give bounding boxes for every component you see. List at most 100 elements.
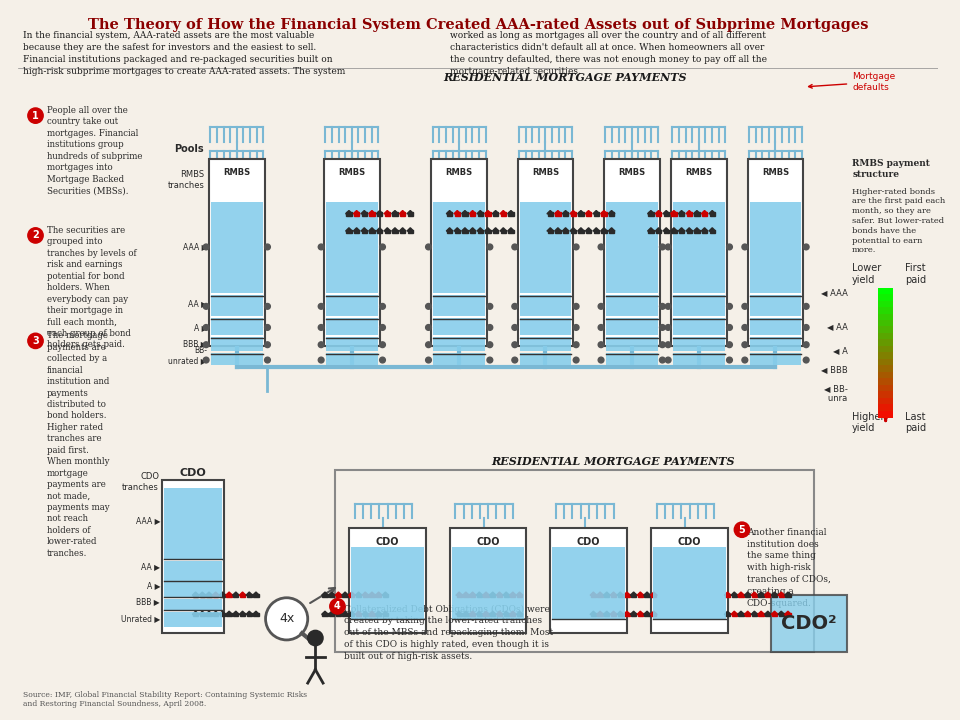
Bar: [519, 354, 571, 365]
Polygon shape: [476, 611, 483, 615]
Bar: [164, 487, 223, 559]
Bar: [745, 594, 751, 598]
Bar: [725, 594, 731, 598]
Text: Lower
yield: Lower yield: [852, 263, 881, 284]
Polygon shape: [547, 210, 554, 214]
Bar: [247, 613, 252, 616]
Polygon shape: [617, 611, 624, 615]
Circle shape: [660, 357, 665, 363]
Bar: [447, 212, 452, 216]
Circle shape: [265, 325, 271, 330]
Bar: [624, 613, 630, 616]
Bar: [400, 230, 405, 233]
Bar: [451, 547, 524, 619]
Bar: [200, 594, 204, 598]
Bar: [738, 613, 744, 616]
Polygon shape: [563, 228, 569, 231]
Polygon shape: [353, 228, 360, 231]
Text: 5: 5: [738, 525, 745, 535]
Polygon shape: [670, 228, 677, 231]
Bar: [878, 320, 894, 327]
Text: Another financial
institution does
the same thing
with high-risk
tranches of CDO: Another financial institution does the s…: [747, 528, 830, 608]
Text: CDO
tranches: CDO tranches: [122, 472, 159, 492]
Circle shape: [28, 228, 43, 243]
Text: In the financial system, AAA-rated assets are the most valuable
because they are: In the financial system, AAA-rated asset…: [23, 31, 346, 76]
Bar: [326, 295, 377, 316]
Polygon shape: [226, 592, 232, 595]
Bar: [606, 202, 658, 293]
Circle shape: [204, 342, 209, 348]
Bar: [323, 613, 327, 616]
Bar: [370, 594, 374, 598]
Polygon shape: [463, 592, 469, 595]
Bar: [552, 547, 625, 619]
Text: ◀ AAA: ◀ AAA: [821, 289, 848, 297]
Circle shape: [804, 325, 809, 330]
Bar: [631, 594, 636, 598]
Bar: [348, 528, 425, 633]
Circle shape: [665, 342, 671, 348]
Bar: [752, 594, 757, 598]
Circle shape: [308, 630, 324, 646]
Polygon shape: [757, 592, 764, 595]
Polygon shape: [392, 228, 398, 231]
Polygon shape: [503, 611, 510, 615]
Bar: [324, 158, 379, 346]
Bar: [671, 212, 677, 216]
Bar: [653, 547, 726, 619]
Bar: [772, 594, 778, 598]
Polygon shape: [644, 611, 651, 615]
Bar: [227, 594, 231, 598]
Bar: [878, 384, 894, 392]
Bar: [477, 594, 482, 598]
Polygon shape: [469, 228, 476, 231]
Polygon shape: [701, 210, 708, 214]
Polygon shape: [492, 210, 499, 214]
Polygon shape: [586, 228, 592, 231]
Bar: [750, 354, 802, 365]
Bar: [370, 212, 374, 216]
Polygon shape: [399, 228, 406, 231]
Polygon shape: [737, 592, 744, 595]
Circle shape: [665, 244, 671, 250]
Polygon shape: [500, 228, 507, 231]
Text: worked as long as mortgages all over the country and of all different
characteri: worked as long as mortgages all over the…: [449, 31, 767, 76]
Bar: [362, 212, 367, 216]
Bar: [570, 230, 576, 233]
Bar: [486, 212, 491, 216]
Circle shape: [319, 342, 324, 348]
Text: CDO: CDO: [180, 468, 206, 478]
Polygon shape: [637, 592, 644, 595]
Bar: [750, 202, 802, 293]
Circle shape: [742, 342, 748, 348]
Text: BB-
unrated ▶: BB- unrated ▶: [168, 346, 207, 365]
Bar: [878, 391, 894, 398]
Circle shape: [319, 357, 324, 363]
Polygon shape: [510, 611, 516, 615]
Polygon shape: [346, 228, 352, 231]
Bar: [349, 613, 354, 616]
Polygon shape: [205, 611, 212, 615]
Bar: [606, 318, 658, 335]
Polygon shape: [477, 210, 484, 214]
Polygon shape: [590, 592, 597, 595]
Circle shape: [742, 244, 748, 250]
Polygon shape: [375, 611, 382, 615]
Circle shape: [660, 325, 665, 330]
Bar: [376, 613, 381, 616]
Polygon shape: [490, 592, 496, 595]
Bar: [164, 582, 223, 597]
Bar: [211, 202, 263, 293]
Polygon shape: [731, 592, 737, 595]
Bar: [519, 202, 571, 293]
Bar: [393, 230, 397, 233]
Bar: [516, 594, 522, 598]
Polygon shape: [212, 611, 219, 615]
Polygon shape: [382, 611, 389, 615]
Bar: [878, 410, 894, 418]
Bar: [779, 613, 784, 616]
Polygon shape: [547, 228, 554, 231]
Circle shape: [425, 325, 431, 330]
Bar: [347, 212, 351, 216]
Circle shape: [319, 304, 324, 310]
